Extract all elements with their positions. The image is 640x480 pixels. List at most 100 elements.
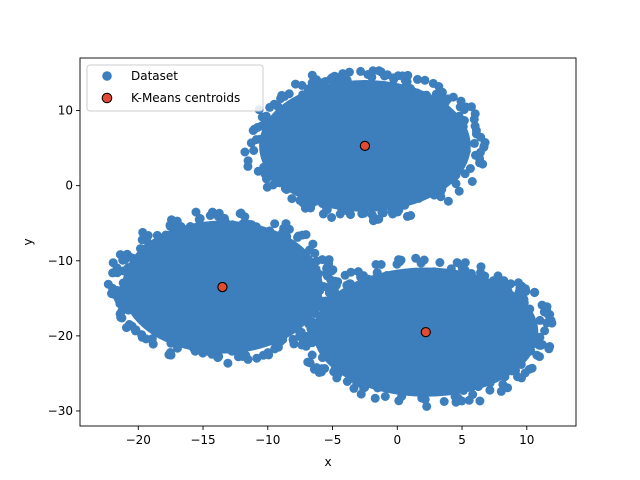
dataset-point (296, 328, 306, 338)
y-axis-ticks: 10 0 −10 −20 −30 (48, 104, 80, 418)
dataset-point (360, 275, 370, 285)
dataset-point (392, 259, 402, 269)
dataset-point (191, 207, 201, 217)
dataset-point (542, 318, 552, 328)
dataset-point (309, 364, 319, 374)
dataset-point (465, 272, 475, 281)
dataset-point (485, 288, 495, 298)
dataset-point (302, 193, 311, 203)
dataset-point (207, 349, 217, 359)
dataset-point (501, 291, 511, 301)
legend: Dataset K-Means centroids (86, 64, 264, 112)
dataset-point (369, 378, 378, 388)
dataset-point (128, 304, 138, 313)
dataset-point (390, 193, 400, 203)
dataset-point (499, 276, 509, 286)
dataset-point (439, 397, 449, 406)
dataset-point (120, 255, 130, 264)
dataset-point (270, 126, 280, 136)
dataset-point (318, 353, 327, 363)
legend-marker-dataset (102, 71, 112, 81)
dataset-point (394, 396, 404, 406)
dataset-point (301, 341, 311, 351)
dataset-point (122, 323, 131, 333)
dataset-point (428, 78, 438, 88)
dataset-point (296, 247, 306, 257)
dataset-point (191, 223, 201, 233)
dataset-point (165, 220, 175, 230)
dataset-point (450, 139, 460, 149)
dataset-point (134, 272, 144, 282)
dataset-point (273, 101, 283, 111)
dataset-point (535, 315, 545, 325)
dataset-point (223, 358, 233, 368)
dataset-point (372, 268, 382, 278)
dataset-point (242, 340, 252, 350)
dataset-point (327, 213, 337, 222)
dataset-point (141, 334, 151, 344)
dataset-point (119, 266, 128, 276)
dataset-point (421, 90, 431, 100)
dataset-point (514, 278, 523, 288)
dataset-point (263, 348, 273, 358)
dataset-point (424, 270, 434, 279)
dataset-point (307, 350, 317, 360)
dataset-point (322, 205, 332, 215)
dataset-point (239, 222, 249, 232)
dataset-point (347, 198, 357, 208)
dataset-point (507, 366, 517, 376)
dataset-point (335, 76, 345, 86)
dataset-point (446, 264, 456, 274)
x-tick-label: −15 (190, 433, 215, 447)
dataset-point (248, 126, 258, 135)
dataset-point (322, 90, 332, 100)
dataset-point (159, 237, 169, 247)
dataset-point (108, 258, 118, 268)
dataset-point (463, 377, 473, 387)
dataset-point (346, 267, 356, 277)
dataset-point (478, 159, 488, 169)
dataset-cluster (240, 66, 490, 226)
dataset-point (485, 385, 495, 395)
dataset-point (143, 244, 153, 254)
dataset-point (520, 284, 530, 294)
dataset-point (319, 198, 329, 208)
dataset-point (261, 111, 271, 121)
dataset-point (153, 324, 163, 334)
centroid-point (217, 281, 228, 293)
dataset-point (273, 335, 283, 345)
dataset-point (336, 203, 346, 213)
y-tick-label: −10 (48, 254, 73, 268)
dataset-point (320, 364, 330, 373)
dataset-point (147, 314, 157, 324)
dataset-point (117, 291, 126, 301)
dataset-point (131, 326, 140, 336)
dataset-point (329, 298, 339, 308)
dataset-point (321, 298, 331, 308)
dataset-point (370, 393, 380, 403)
dataset-point (115, 299, 125, 309)
dataset-point (205, 211, 215, 220)
dataset-point (251, 135, 261, 145)
dataset-point (368, 216, 378, 226)
dataset-point (173, 343, 182, 353)
dataset-point (129, 263, 138, 273)
dataset-point (356, 66, 366, 76)
dataset-point (277, 233, 287, 243)
dataset-point (282, 109, 292, 119)
dataset-point (331, 280, 341, 290)
dataset-point (287, 194, 297, 204)
dataset-point (108, 268, 118, 278)
dataset-point (292, 100, 301, 110)
dataset-point (362, 81, 372, 91)
dataset-point (398, 71, 407, 81)
dataset-point (262, 174, 271, 184)
dataset-point (530, 288, 540, 298)
dataset-point (439, 171, 449, 180)
dataset-point (292, 186, 302, 196)
dataset-point (172, 231, 182, 241)
dataset-point (495, 369, 505, 379)
x-tick-label: 5 (458, 433, 466, 447)
dataset-point (375, 380, 385, 390)
dataset-point (291, 79, 300, 89)
